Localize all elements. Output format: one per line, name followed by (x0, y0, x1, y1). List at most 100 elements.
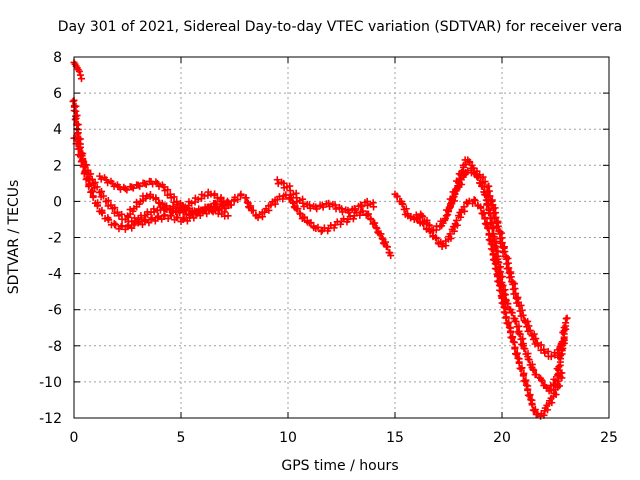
data-point-fill (71, 116, 79, 124)
data-point-fill (76, 145, 84, 153)
data-point-fill (542, 383, 550, 391)
data-point (425, 226, 433, 234)
data-point-fill (211, 190, 219, 198)
data-point (562, 315, 570, 323)
data-point-fill (531, 406, 539, 414)
data-point-fill (555, 363, 563, 371)
data-point-fill (520, 344, 528, 352)
series-track_e (124, 188, 234, 220)
data-point-fill (402, 205, 410, 213)
x-tick-label: 10 (279, 430, 297, 446)
data-point-fill (480, 209, 488, 217)
y-tick-label: -10 (39, 375, 62, 391)
x-tick-label: 15 (386, 430, 404, 446)
data-point-fill (89, 193, 97, 201)
data-point-fill (509, 338, 517, 346)
data-point-fill (78, 152, 86, 160)
data-point (560, 335, 568, 343)
data-point-fill (364, 210, 372, 218)
data-point (325, 199, 333, 207)
data-point-fill (382, 238, 390, 246)
data-point-fill (307, 219, 315, 227)
data-point-fill (313, 205, 321, 213)
data-point-fill (194, 209, 202, 217)
x-tick-label: 20 (493, 430, 511, 446)
grid-lines (74, 57, 609, 418)
y-tick-label: -2 (48, 231, 62, 247)
data-point-fill (157, 206, 165, 214)
data-point-fill (540, 345, 548, 353)
data-point-fill (213, 200, 221, 208)
data-point-fill (522, 381, 530, 389)
data-point-fill (377, 230, 385, 238)
data-point-fill (223, 197, 231, 205)
y-tick-label: 8 (53, 50, 62, 66)
y-tick-label: -4 (48, 267, 62, 283)
data-point-fill (524, 355, 532, 363)
data-point (470, 196, 478, 204)
data-point-fill (446, 203, 454, 211)
data-point-fill (150, 208, 158, 216)
data-point-fill (477, 204, 485, 212)
data-point (194, 196, 202, 204)
data-point (350, 205, 358, 213)
x-tick-label: 25 (600, 430, 618, 446)
data-point-fill (527, 396, 535, 404)
data-point (226, 201, 234, 209)
data-point-fill (351, 206, 359, 214)
data-point-fill (451, 197, 459, 205)
y-tick-label: -8 (48, 339, 62, 355)
y-axis-label: SDTVAR / TECUs (6, 180, 22, 295)
data-point-fill (518, 306, 526, 314)
data-point-fill (131, 217, 139, 225)
data-point (175, 206, 183, 214)
chart-title: Day 301 of 2021, Sidereal Day-to-day VTE… (58, 19, 622, 35)
data-point-fill (234, 196, 242, 204)
data-point-fill (393, 192, 401, 200)
data-point-fill (505, 323, 513, 331)
data-point-fill (217, 193, 225, 201)
data-point (237, 190, 245, 198)
data-point-fill (447, 200, 455, 208)
data-point (160, 212, 168, 220)
data-point-fill (447, 234, 455, 242)
data-point-fill (294, 205, 302, 213)
data-point-fill (166, 204, 174, 212)
data-point-fill (426, 227, 434, 235)
data-point-fill (366, 215, 374, 223)
data-point-fill (529, 365, 537, 373)
series-track_g (273, 176, 378, 217)
data-point-fill (93, 202, 101, 210)
data-point-fill (69, 97, 77, 105)
data-point (117, 223, 125, 231)
data-point-fill (518, 364, 526, 372)
data-point-fill (515, 330, 523, 338)
data-point-fill (158, 199, 166, 207)
data-point-fill (372, 224, 380, 232)
data-point-fill (496, 286, 504, 294)
data-point-fill (301, 213, 309, 221)
data-point-fill (319, 203, 327, 211)
data-point-fill (441, 216, 449, 224)
data-point-fill (105, 216, 113, 224)
series-track_h (391, 156, 571, 395)
data-point (173, 197, 181, 205)
data-point-fill (453, 221, 461, 229)
data-point-fill (517, 301, 525, 309)
data-point-fill (452, 187, 460, 195)
data-point-fill (378, 234, 386, 242)
data-point (554, 349, 562, 357)
data-point-fill (85, 182, 93, 190)
data-point-fill (136, 182, 144, 190)
data-point-fill (243, 198, 251, 206)
data-point-fill (511, 317, 519, 325)
data-point-fill (93, 183, 101, 191)
data-point (77, 75, 85, 83)
data-point-fill (161, 211, 169, 219)
data-point-fill (514, 354, 522, 362)
data-point-fill (358, 203, 366, 211)
data-point (166, 190, 174, 198)
data-point-fill (317, 227, 325, 235)
data-point-fill (242, 194, 250, 202)
y-tick-label: 2 (53, 158, 62, 174)
